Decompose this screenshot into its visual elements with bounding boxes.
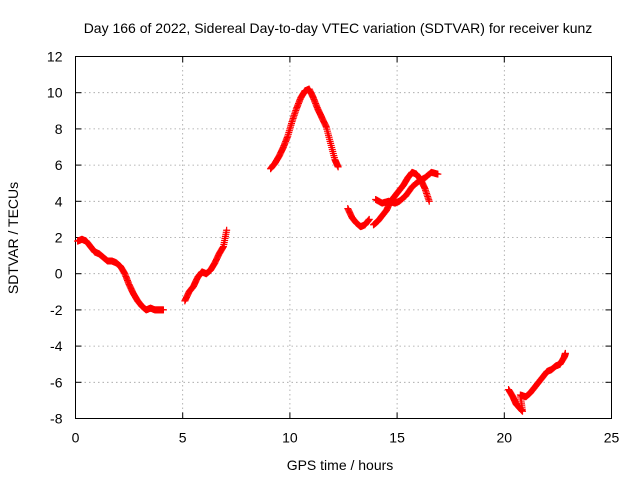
data-point: [223, 226, 231, 234]
data-point: [334, 163, 342, 171]
series-arc-7: [505, 349, 569, 415]
data-series: [74, 85, 569, 415]
series-arc-1: [74, 235, 167, 314]
y-tick-labels: -8 -6 -4 -2 0 2 4 6 8 10 12: [47, 49, 63, 427]
x-axis-label: GPS time / hours: [287, 457, 394, 473]
series-arc-2: [181, 226, 231, 305]
series-arc-4: [344, 205, 373, 231]
x-tick-label: 15: [389, 430, 405, 446]
data-point: [561, 349, 569, 357]
y-tick-label: 10: [47, 85, 63, 101]
y-tick-label: -6: [50, 374, 63, 390]
x-tick-labels: 0 5 10 15 20 25: [72, 430, 620, 446]
y-tick-label: 6: [55, 157, 63, 173]
x-tick-label: 20: [497, 430, 513, 446]
x-tick-label: 25: [604, 430, 620, 446]
x-tick-label: 10: [282, 430, 298, 446]
chart-title: Day 166 of 2022, Sidereal Day-to-day VTE…: [84, 20, 593, 36]
y-tick-label: 12: [47, 49, 63, 65]
data-point: [159, 306, 167, 314]
series-arc-6: [372, 168, 442, 207]
y-axis-label: SDTVAR / TECUs: [5, 182, 21, 294]
y-tick-label: 2: [55, 230, 63, 246]
y-tick-label: 4: [55, 193, 63, 209]
y-tick-label: -2: [50, 302, 63, 318]
axis-ticks: [75, 56, 612, 419]
series-arc-3: [267, 85, 342, 173]
x-tick-label: 0: [72, 430, 80, 446]
data-point: [434, 170, 442, 178]
x-tick-label: 5: [179, 430, 187, 446]
y-tick-label: -4: [50, 338, 63, 354]
y-tick-label: 0: [55, 266, 63, 282]
y-tick-label: -8: [50, 411, 63, 427]
grid: [75, 56, 612, 419]
data-point: [425, 197, 433, 205]
y-tick-label: 8: [55, 121, 63, 137]
data-point: [365, 215, 373, 223]
